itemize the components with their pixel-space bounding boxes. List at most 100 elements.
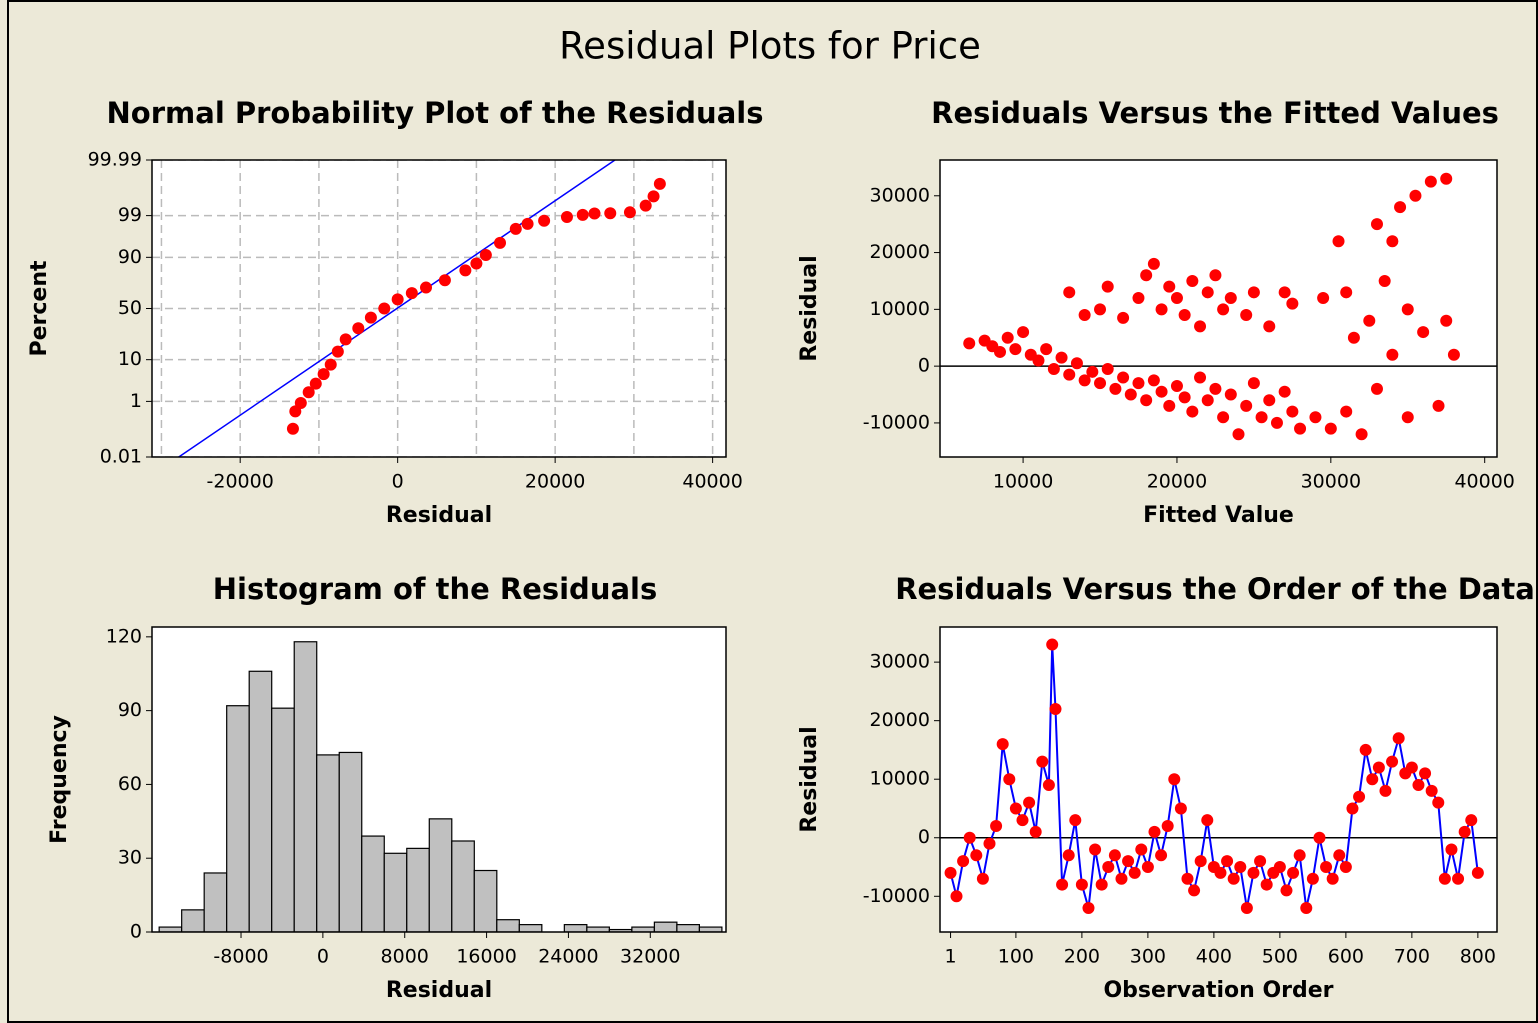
point <box>1347 331 1360 344</box>
point <box>623 206 636 219</box>
point <box>1313 831 1326 844</box>
y-tick-label: 1 <box>130 390 142 412</box>
point <box>1417 326 1430 339</box>
point <box>1432 399 1445 412</box>
point <box>1278 286 1291 299</box>
point <box>576 208 589 221</box>
point <box>538 214 551 227</box>
point <box>1148 825 1161 838</box>
point <box>1178 391 1191 404</box>
point <box>1432 796 1445 809</box>
y-tick-label: 0 <box>918 826 930 848</box>
point <box>1056 878 1069 891</box>
point <box>1324 422 1337 435</box>
point <box>1332 235 1345 248</box>
point <box>1109 382 1122 395</box>
point <box>976 872 989 885</box>
bar <box>181 909 205 932</box>
point <box>1161 820 1174 833</box>
point <box>1101 280 1114 293</box>
bar <box>451 840 475 932</box>
point <box>1273 861 1286 874</box>
point <box>1062 849 1075 862</box>
bar <box>271 707 295 932</box>
point <box>1168 773 1181 786</box>
point <box>1155 849 1168 862</box>
y-tick-label: 99.99 <box>88 149 142 171</box>
point <box>1046 638 1059 651</box>
point <box>1263 394 1276 407</box>
point <box>1186 274 1199 287</box>
point <box>970 849 983 862</box>
point <box>1425 784 1438 797</box>
panel-title: Normal Probability Plot of the Residuals <box>107 96 764 130</box>
x-tick-label: 300 <box>1130 946 1166 968</box>
bar <box>203 872 228 932</box>
point <box>1003 773 1016 786</box>
point <box>1102 861 1115 874</box>
y-tick-label: 20000 <box>870 709 930 731</box>
x-tick-label: 500 <box>1262 946 1298 968</box>
point <box>479 248 492 261</box>
point <box>1363 314 1376 327</box>
point <box>1001 331 1014 344</box>
plot-border <box>151 626 727 933</box>
point <box>459 264 472 277</box>
point <box>1346 802 1359 815</box>
point <box>1188 884 1201 897</box>
point <box>1280 884 1293 897</box>
point <box>1201 286 1214 299</box>
point <box>647 190 660 203</box>
point <box>1029 825 1042 838</box>
point <box>1465 814 1478 827</box>
bar <box>518 924 543 932</box>
point <box>1409 189 1422 202</box>
x-tick-label: 100 <box>998 946 1034 968</box>
point <box>1082 901 1095 914</box>
point <box>1401 303 1414 316</box>
x-tick-label: 20000 <box>1147 471 1207 493</box>
point <box>1140 394 1153 407</box>
point <box>1147 257 1160 270</box>
y-tick-label: 30 <box>118 847 142 869</box>
point <box>1379 784 1392 797</box>
bar <box>316 754 340 932</box>
x-tick-label: 10000 <box>993 471 1053 493</box>
y-axis-label: Percent <box>27 260 52 357</box>
main-title: Residual Plots for Price <box>559 25 981 68</box>
point <box>1036 755 1049 768</box>
point <box>405 287 418 300</box>
y-axis-label: Residual <box>797 726 822 832</box>
point <box>1214 866 1227 879</box>
point <box>1260 878 1273 891</box>
x-tick-label: 1 <box>945 946 957 968</box>
x-tick-label: 200 <box>1064 946 1100 968</box>
point <box>509 222 522 235</box>
point <box>1201 394 1214 407</box>
point <box>1009 343 1022 356</box>
point <box>1247 377 1260 390</box>
point <box>1194 855 1207 868</box>
point <box>1009 802 1022 815</box>
point <box>317 368 330 381</box>
bar <box>338 751 363 932</box>
point <box>1359 743 1372 756</box>
x-axis-label: Observation Order <box>1103 978 1333 1003</box>
point <box>1132 291 1145 304</box>
point <box>1452 872 1465 885</box>
point <box>378 302 391 315</box>
point <box>1108 849 1121 862</box>
point <box>653 177 666 190</box>
point <box>996 738 1009 751</box>
x-tick-label: 600 <box>1328 946 1364 968</box>
point <box>1247 286 1260 299</box>
point <box>1333 849 1346 862</box>
point <box>1286 405 1299 418</box>
x-tick-label: 0 <box>317 946 329 968</box>
point <box>309 377 322 390</box>
y-tick-label: 30000 <box>870 184 930 206</box>
x-tick-label: 32000 <box>620 946 680 968</box>
point <box>1174 802 1187 815</box>
x-tick-label: 40000 <box>1454 471 1514 493</box>
point <box>1372 761 1385 774</box>
